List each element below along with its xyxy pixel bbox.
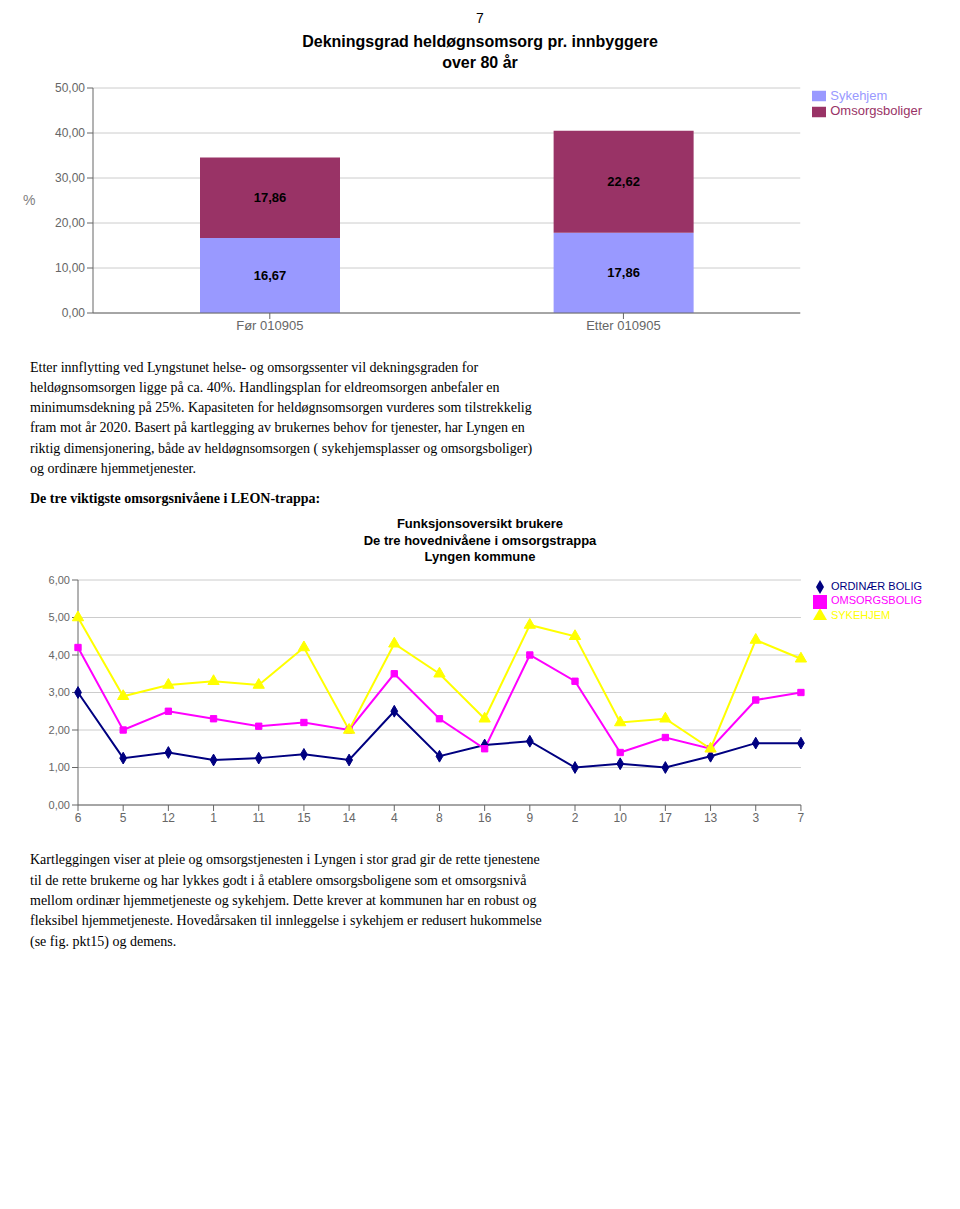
html-text:Dekningsgrad heldøgnsomsorg pr: Dekningsgrad heldøgnsomsorg pr. innbygge… [302, 33, 658, 71]
svg-text:%: % [23, 192, 35, 208]
svg-text:4,00: 4,00 [49, 649, 70, 661]
svg-text:2,00: 2,00 [49, 724, 70, 736]
svg-text:6,00: 6,00 [49, 574, 70, 586]
html-text:7: 7 [476, 10, 484, 26]
svg-text:40,00: 40,00 [55, 126, 85, 140]
html-text:Kartleggingen viser at pleie o: Kartleggingen viser at pleie og omsorgst… [30, 852, 542, 949]
html-text:De tre viktigste omsorgsnivåen: De tre viktigste omsorgsnivåene i LEON-t… [30, 491, 321, 507]
svg-text:0,00: 0,00 [49, 799, 70, 811]
svg-text:22,62: 22,62 [607, 174, 640, 189]
svg-text:50,00: 50,00 [55, 81, 85, 95]
svg-text:4: 4 [391, 811, 398, 825]
svg-text:10,00: 10,00 [55, 261, 85, 275]
svg-text:11: 11 [252, 811, 265, 825]
svg-text:14: 14 [342, 811, 356, 825]
svg-text:13: 13 [704, 811, 718, 825]
svg-text:9: 9 [526, 811, 533, 825]
svg-text:17,86: 17,86 [607, 265, 640, 280]
svg-text:1: 1 [210, 811, 217, 825]
svg-text:12: 12 [162, 811, 176, 825]
svg-text:10: 10 [614, 811, 628, 825]
svg-text:30,00: 30,00 [55, 171, 85, 185]
svg-text:3,00: 3,00 [49, 687, 70, 699]
html-text:ORDINÆR BOLIG: ORDINÆR BOLIG [830, 580, 922, 593]
svg-text:5,00: 5,00 [49, 612, 70, 624]
svg-text:2: 2 [572, 811, 579, 825]
html-text:SYKEHJEM: SYKEHJEM [830, 608, 891, 621]
svg-text:8: 8 [436, 811, 443, 825]
svg-text:7: 7 [798, 811, 805, 825]
html-text:Funksjonsoversikt brukere De t: Funksjonsoversikt brukere De tre hovedni… [363, 515, 597, 565]
html-text:Sykehjem: Sykehjem [830, 87, 888, 103]
html-text:Omsorgsboliger: Omsorgsboliger [830, 103, 922, 119]
svg-text:0,00: 0,00 [62, 306, 86, 320]
svg-text:1,00: 1,00 [49, 762, 70, 774]
svg-text:16,67: 16,67 [254, 268, 287, 283]
svg-text:Etter 010905: Etter 010905 [586, 318, 660, 333]
svg-text:16: 16 [478, 811, 492, 825]
svg-text:17,86: 17,86 [254, 190, 287, 205]
html-text:Etter innflytting ved Lyngstun: Etter innflytting ved Lyngstunet helse- … [30, 359, 533, 477]
svg-text:20,00: 20,00 [55, 216, 85, 230]
svg-text:15: 15 [297, 811, 311, 825]
svg-text:5: 5 [120, 811, 127, 825]
svg-text:Før 010905: Før 010905 [236, 318, 303, 333]
svg-text:3: 3 [752, 811, 759, 825]
svg-text:6: 6 [75, 811, 82, 825]
svg-text:17: 17 [659, 811, 673, 825]
html-text:OMSORGSBOLIG: OMSORGSBOLIG [830, 594, 922, 607]
